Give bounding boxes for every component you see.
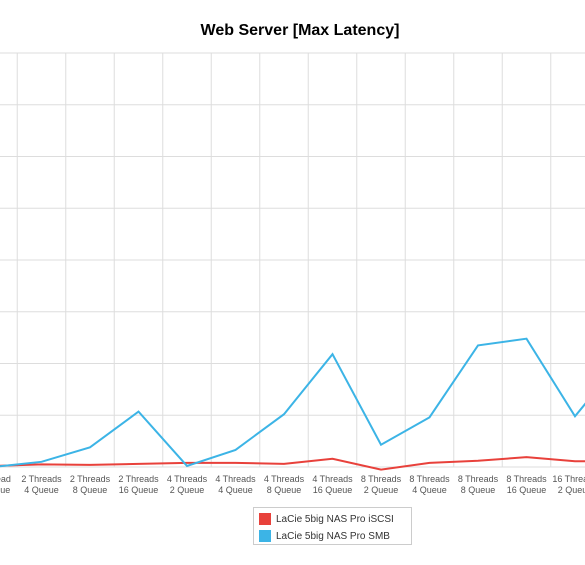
legend: LaCie 5big NAS Pro iSCSI LaCie 5big NAS … bbox=[253, 507, 412, 545]
x-tick-label-line: 2 Queue bbox=[170, 485, 205, 495]
x-tick-label-line: 4 Queue bbox=[24, 485, 59, 495]
x-tick-label: 2 Threads 16 Queue bbox=[118, 474, 159, 495]
chart-title: Web Server [Max Latency] bbox=[201, 22, 400, 39]
x-tick-label-line: 4 Threads bbox=[167, 474, 208, 484]
x-tick-label-line: 2 Queue bbox=[364, 485, 399, 495]
x-tick-label: 8 Threads 16 Queue bbox=[506, 474, 547, 495]
series-lines bbox=[0, 337, 585, 471]
x-tick-label-line: 4 Threads bbox=[215, 474, 256, 484]
x-tick-label-line: 8 Queue bbox=[267, 485, 302, 495]
x-tick-label-line: 2 Queue bbox=[558, 485, 585, 495]
x-tick-label: 8 Threads 8 Queue bbox=[458, 474, 499, 495]
x-tick-label-line: 8 Threads bbox=[409, 474, 450, 484]
x-tick-label-line: 4 Queue bbox=[218, 485, 253, 495]
x-tick-label: 2 Threads 4 Queue bbox=[21, 474, 62, 495]
x-tick-label: 4 Threads 16 Queue bbox=[312, 474, 353, 495]
x-tick-label: 4 Threads 4 Queue bbox=[215, 474, 256, 495]
x-tick-label: 8 Threads 2 Queue bbox=[361, 474, 402, 495]
x-tick-label-line: 8 Threads bbox=[361, 474, 402, 484]
x-tick-label-line: 2 Threads bbox=[21, 474, 62, 484]
x-tick-label-line: 2 Threads bbox=[70, 474, 111, 484]
x-tick-label-line: 16 Queue bbox=[119, 485, 159, 495]
legend-swatch-smb bbox=[259, 530, 271, 542]
legend-label-smb: LaCie 5big NAS Pro SMB bbox=[276, 530, 390, 542]
x-tick-label-line: 4 Queue bbox=[0, 485, 10, 495]
x-tick-label-line: 16 Queue bbox=[507, 485, 547, 495]
x-tick-label-line: 1 Thread bbox=[0, 474, 11, 484]
legend-label-iscsi: LaCie 5big NAS Pro iSCSI bbox=[276, 513, 394, 525]
x-tick-label-line: 4 Threads bbox=[264, 474, 305, 484]
x-tick-label: 1 Thread4 Queue bbox=[0, 474, 11, 495]
x-tick-label-line: 8 Threads bbox=[506, 474, 547, 484]
x-tick-label-line: 8 Queue bbox=[73, 485, 108, 495]
series-line-smb bbox=[0, 337, 585, 468]
x-tick-label-line: 4 Threads bbox=[312, 474, 353, 484]
x-tick-label-line: 16 Threads bbox=[552, 474, 585, 484]
x-tick-label-line: 4 Queue bbox=[412, 485, 447, 495]
grid-lines bbox=[0, 52, 585, 468]
series-line-iscsi bbox=[0, 456, 585, 471]
x-tick-label: 8 Threads 4 Queue bbox=[409, 474, 450, 495]
x-tick-label: 2 Threads 8 Queue bbox=[70, 474, 111, 495]
legend-item-iscsi: LaCie 5big NAS Pro iSCSI bbox=[259, 511, 394, 527]
legend-item-smb: LaCie 5big NAS Pro SMB bbox=[259, 528, 390, 544]
x-tick-label-line: 8 Queue bbox=[461, 485, 496, 495]
x-tick-label-line: 2 Threads bbox=[118, 474, 159, 484]
x-tick-label-line: 8 Threads bbox=[458, 474, 499, 484]
x-tick-label: 4 Threads 2 Queue bbox=[167, 474, 208, 495]
x-tick-label-line: 16 Queue bbox=[313, 485, 353, 495]
legend-swatch-iscsi bbox=[259, 513, 271, 525]
x-tick-label: 4 Threads 8 Queue bbox=[264, 474, 305, 495]
